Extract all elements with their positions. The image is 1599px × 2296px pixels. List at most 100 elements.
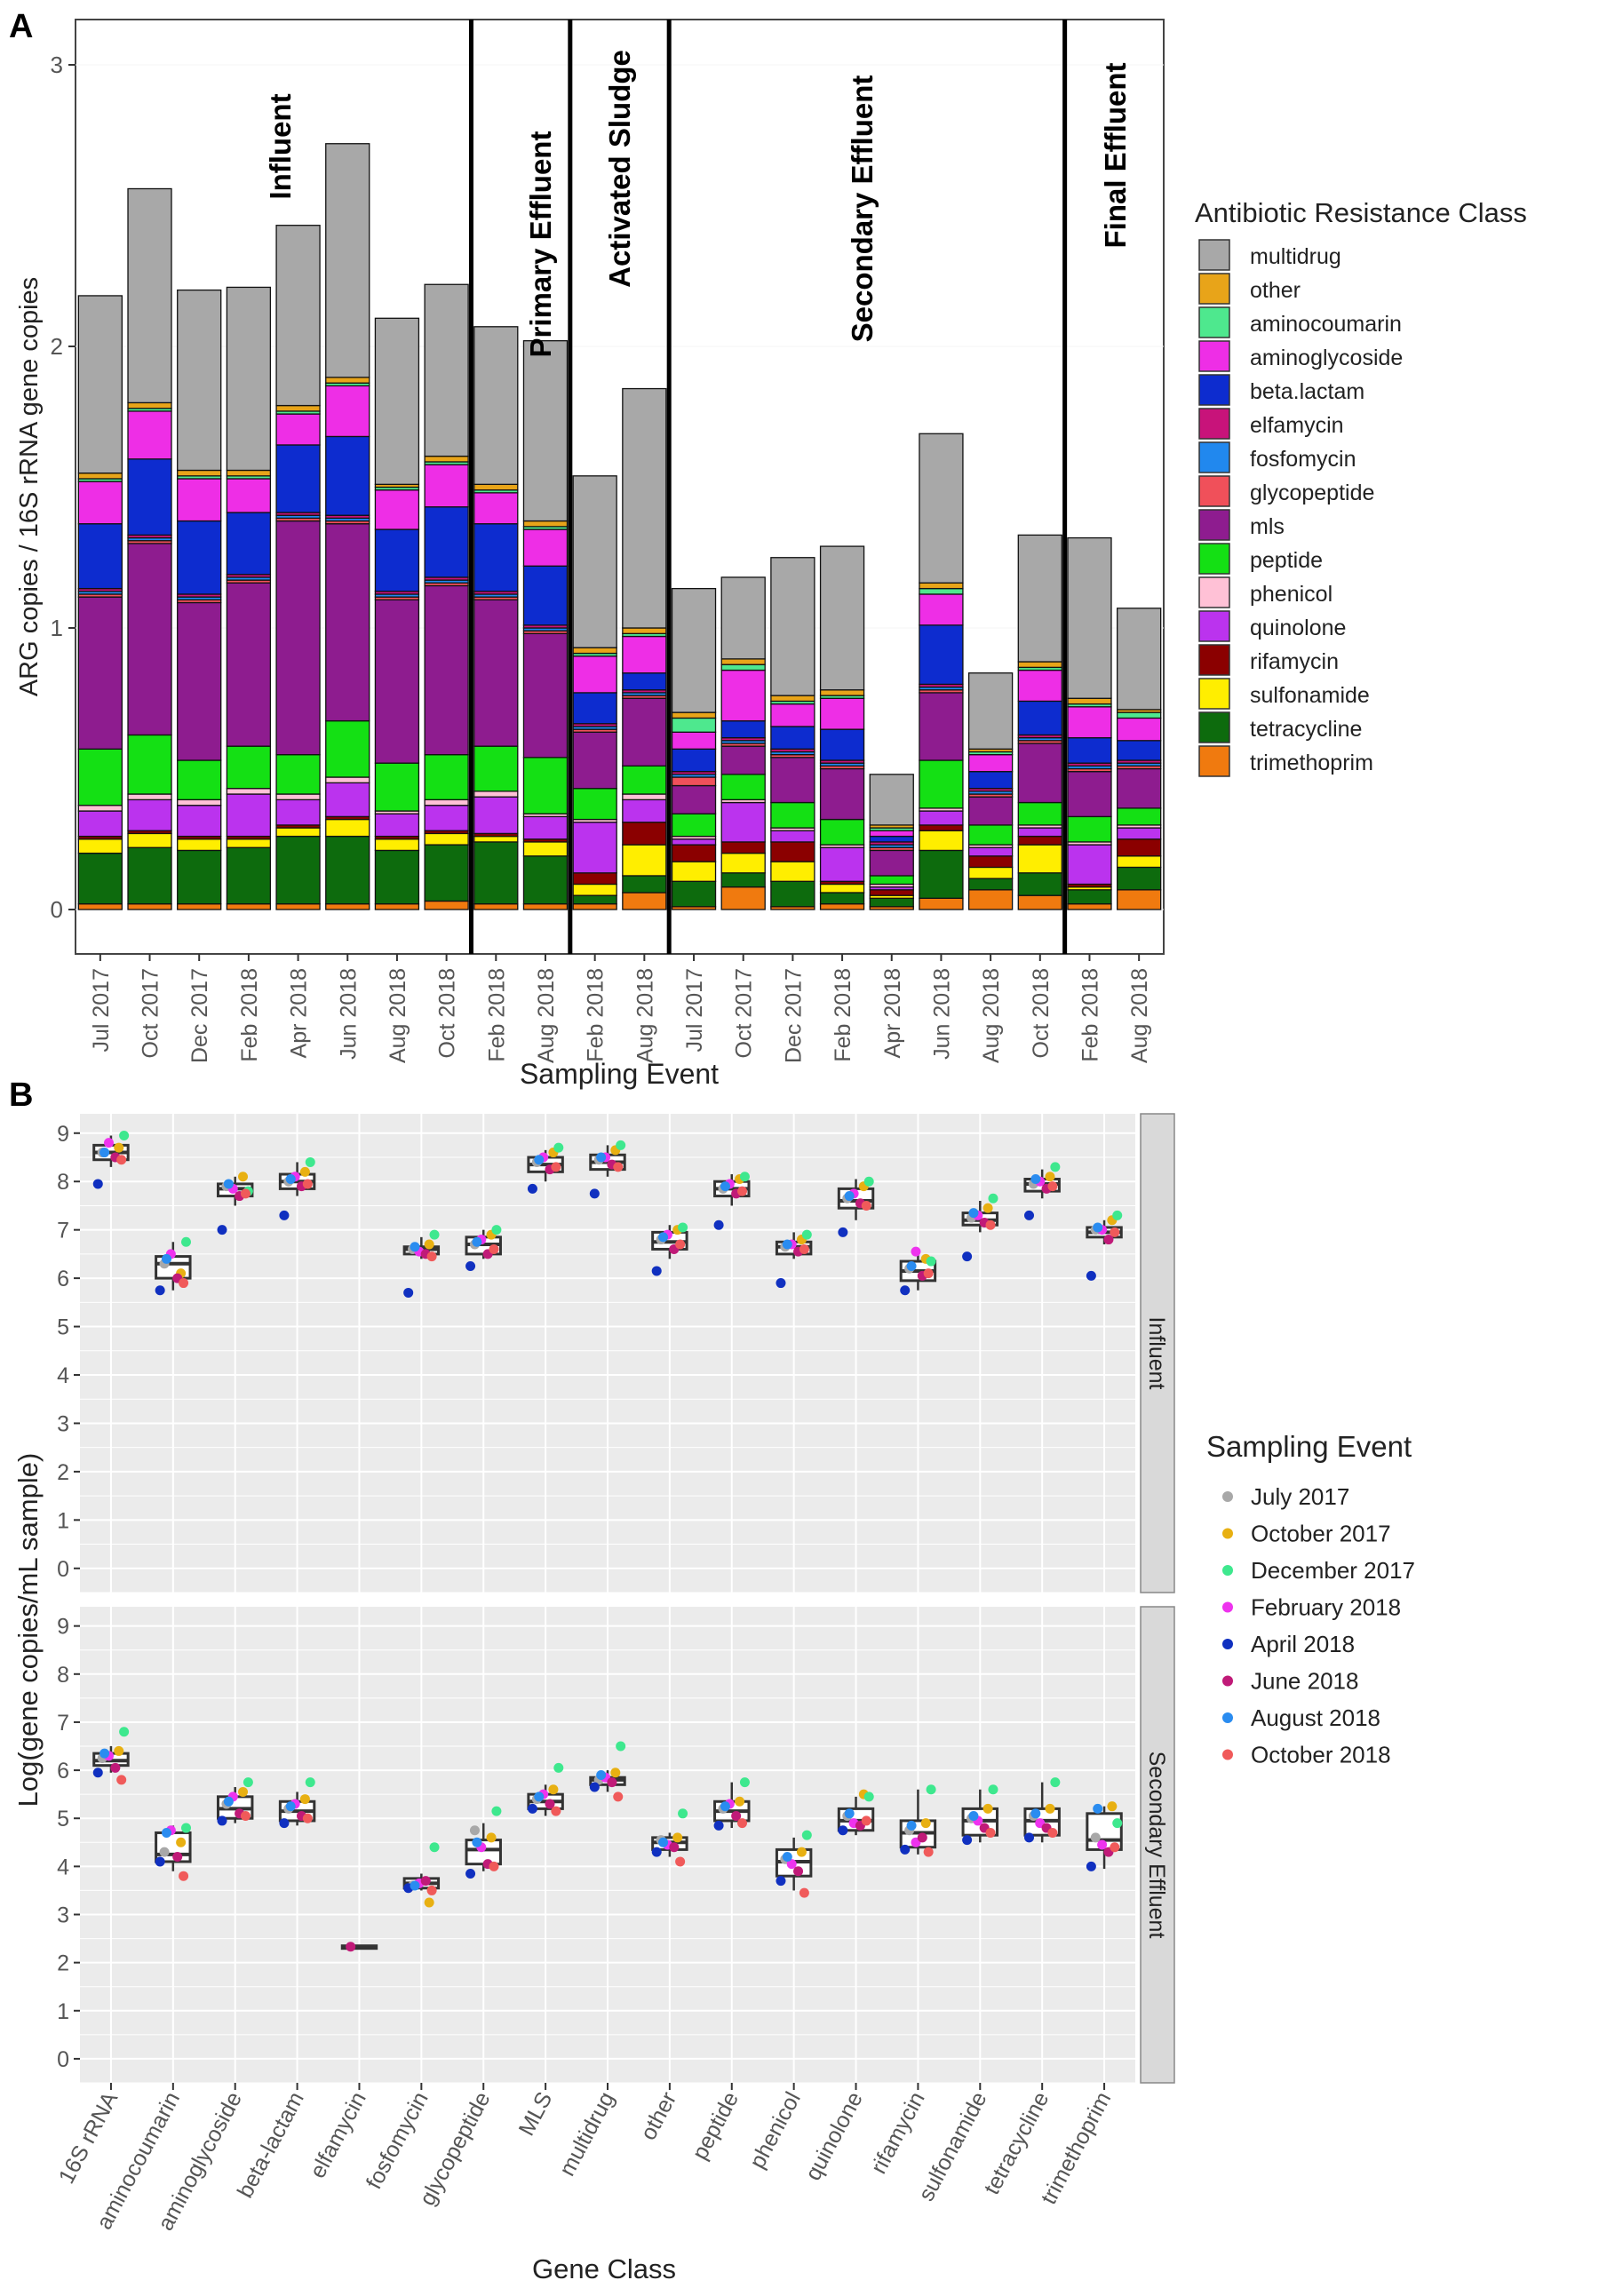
data-point (403, 1287, 414, 1298)
bar-segment-rifamycin (770, 841, 815, 862)
bar-segment-tetracycline (1117, 866, 1162, 891)
bar-segment-mls (275, 520, 321, 756)
legend-label: rifamycin (1250, 649, 1339, 674)
bar-segment-tetracycline (819, 892, 865, 905)
data-point (240, 1811, 251, 1822)
data-point (548, 1784, 559, 1795)
bar-segment-rifamycin (869, 889, 914, 896)
bar-segment-aminoglycoside (424, 464, 469, 508)
legend-label: aminoglycoside (1250, 346, 1403, 370)
data-point (906, 1261, 917, 1271)
bar-segment-beta-lactam (967, 771, 1014, 790)
data-point (1050, 1162, 1061, 1172)
legend-label: July 2017 (1251, 1483, 1349, 1510)
bar-segment-mls (127, 543, 172, 736)
bar-segment-aminoglycoside (770, 703, 815, 727)
bar-segment-peptide (770, 801, 815, 829)
bar-segment-sulfonamide (622, 844, 667, 877)
data-point (527, 1803, 537, 1814)
bar-segment-aminocoumarin (720, 663, 766, 671)
data-point (486, 1832, 497, 1843)
bar-segment-beta-lactam (671, 748, 717, 773)
bar-segment-aminoglycoside (819, 697, 865, 730)
data-point (844, 1191, 855, 1202)
x-tick-label: Oct 2017 (139, 968, 163, 1058)
data-point (678, 1808, 688, 1819)
y-tick-label: 5 (57, 1315, 69, 1340)
data-point (551, 1806, 561, 1816)
panel-a-legend-title: Antibiotic Resistance Class (1195, 197, 1527, 228)
bar-segment-other (275, 404, 321, 412)
data-point (172, 1852, 183, 1863)
bar-segment-multidrug (1117, 608, 1162, 711)
data-point (923, 1847, 934, 1857)
data-point (1093, 1222, 1103, 1233)
bar-segment-multidrug (374, 317, 420, 485)
legend-label: glycopeptide (1250, 481, 1374, 505)
data-point (553, 1142, 564, 1153)
group-label-secondary-effluent: Secondary Effluent (846, 75, 879, 343)
legend-label: mls (1250, 514, 1285, 539)
bar-segment-trimethoprim (325, 903, 370, 910)
data-point (279, 1818, 290, 1829)
data-point (429, 1842, 440, 1853)
bar-segment-trimethoprim (473, 903, 519, 910)
bar-segment-peptide (424, 754, 469, 801)
data-point (179, 1871, 189, 1881)
panel-b-legend-title: Sampling Event (1206, 1430, 1412, 1463)
data-point (911, 1246, 921, 1257)
bar-segment-multidrug (424, 283, 469, 457)
bar-segment-rifamycin (720, 841, 766, 854)
bar-segment-aminoglycoside (720, 669, 766, 722)
data-point (302, 1179, 313, 1189)
bar-segment-quinolone (671, 838, 717, 846)
bar-segment-sulfonamide (127, 832, 172, 848)
legend-swatch-beta-lactam (1198, 374, 1230, 406)
data-point (739, 1777, 750, 1788)
legend-dot (1222, 1639, 1233, 1649)
bar-segment-rifamycin (1117, 838, 1162, 857)
bar-segment-sulfonamide (770, 861, 815, 882)
bar-segment-aminoglycoside (177, 478, 222, 522)
bar-segment-quinolone (770, 830, 815, 843)
bar-segment-quinolone (720, 801, 766, 843)
legend-label: February 2018 (1251, 1594, 1401, 1621)
data-point (92, 1768, 103, 1778)
data-point (346, 1942, 356, 1952)
y-tick-label: 6 (57, 1267, 69, 1291)
data-point (217, 1225, 227, 1235)
x-tick-label: Aug 2018 (386, 968, 410, 1063)
bar-segment-mls (1017, 743, 1062, 804)
bar-segment-other (1017, 661, 1062, 669)
data-point (776, 1278, 786, 1289)
bar-segment-tetracycline (671, 880, 717, 908)
data-point (491, 1806, 502, 1816)
bar-segment-peptide (1067, 815, 1112, 843)
bar-segment-sulfonamide (720, 852, 766, 874)
bar-segment-beta-lactam (275, 444, 321, 513)
bar-segment-sulfonamide (967, 866, 1014, 879)
bar-segment-mls (819, 767, 865, 821)
bar-segment-sulfonamide (226, 838, 272, 848)
data-point (776, 1876, 786, 1887)
group-label-influent: Influent (264, 93, 297, 199)
data-point (900, 1844, 911, 1855)
legend-label: peptide (1250, 548, 1323, 573)
bar-segment-quinolone (522, 815, 569, 840)
data-point (279, 1210, 290, 1220)
data-point (988, 1784, 998, 1795)
data-point (305, 1156, 315, 1167)
data-point (658, 1232, 669, 1243)
legend-swatch-multidrug (1198, 239, 1230, 271)
data-point (238, 1172, 249, 1182)
facet-strip (1140, 1606, 1175, 2084)
bar-segment-beta-lactam (522, 565, 569, 626)
legend-label: aminocoumarin (1250, 312, 1402, 337)
bar-segment-beta-lactam (622, 672, 667, 691)
bar-segment-beta-lactam (127, 458, 172, 536)
y-tick-label: 4 (57, 1363, 69, 1388)
bar-segment-aminoglycoside (671, 731, 717, 750)
data-point (982, 1803, 993, 1814)
data-point (900, 1285, 911, 1296)
facet-strip-label: Secondary Effluent (1144, 1752, 1169, 1939)
